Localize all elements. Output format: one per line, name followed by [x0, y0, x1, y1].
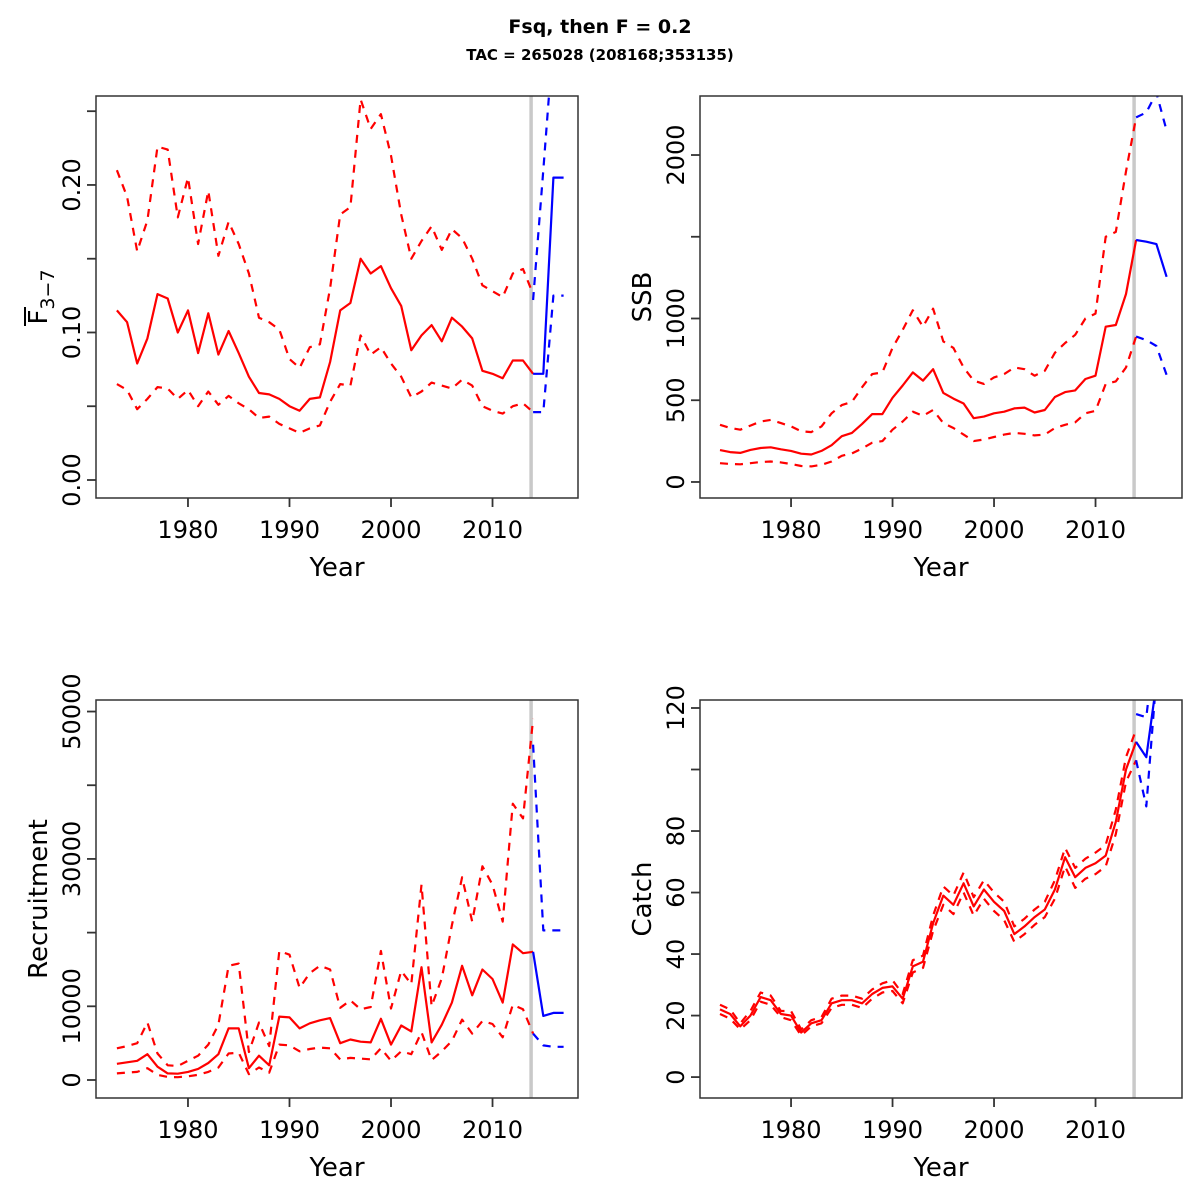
svg-text:SSB: SSB	[628, 272, 658, 323]
fbar-plot-box	[95, 95, 579, 499]
catch-projection-lower-ci-line	[1135, 700, 1156, 808]
recruitment-projection-upper-ci-line	[532, 744, 564, 932]
recruitment-x-tick-label: 1980	[157, 1116, 218, 1144]
catch-x-axis-title: Year	[912, 1153, 968, 1183]
catch-x-tick-label: 2010	[1065, 1116, 1126, 1144]
fbar-y-tick-label: 0.10	[58, 306, 86, 359]
recruitment-y-tick-label: 0	[58, 1072, 86, 1087]
ssb-x-tick-label: 2010	[1065, 516, 1126, 544]
ssb-y-tick-label: 500	[662, 377, 690, 423]
recruitment-lower-ci-line	[116, 1003, 535, 1079]
fbar-y-tick-label: 0.00	[58, 453, 86, 506]
svg-text:F3−7: F3−7	[24, 269, 59, 324]
panel-catch: 1980 1990 2000 2010 0 20 40 60 80 120 Year Catch	[628, 685, 1183, 1183]
svg-text:Recruitment: Recruitment	[24, 819, 54, 979]
catch-y-tick-label: 80	[662, 816, 690, 847]
catch-lower-ci-line	[719, 759, 1138, 1037]
ssb-y-tick-label: 2000	[662, 124, 690, 185]
recruitment-upper-ci-line	[116, 718, 535, 1068]
recruitment-median-line	[116, 943, 534, 1075]
fbar-x-tick-label: 2000	[360, 516, 421, 544]
ssb-y-tick-label: 0	[662, 474, 690, 489]
catch-y-axis-title: Catch	[628, 861, 658, 936]
catch-y-tick-label: 60	[662, 877, 690, 908]
figure-subtitle: TAC = 265028 (208168;353135)	[466, 46, 734, 64]
fbar-x-axis-title: Year	[308, 553, 364, 583]
panel-ssb: 1980 1990 2000 2010 0 500 1000 2000 Year SSB	[628, 95, 1183, 583]
fbar-y-axis-title: F3−7	[24, 269, 59, 326]
recruitment-y-tick-label: 50000	[58, 673, 86, 749]
svg-text:Catch: Catch	[628, 861, 658, 936]
catch-projection-upper-ci-line	[1135, 700, 1150, 719]
recruitment-x-tick-label: 1990	[259, 1116, 320, 1144]
recruitment-y-tick-label: 10000	[58, 968, 86, 1044]
fbar-median-line	[116, 257, 534, 412]
panel-fbar: 1980 1990 2000 2010 0.00 0.10 0.20 Year F3−7	[24, 95, 579, 583]
recruitment-x-tick-label: 2010	[462, 1116, 523, 1144]
catch-plot-box	[699, 699, 1183, 1099]
recruitment-x-tick-label: 2000	[360, 1116, 421, 1144]
catch-x-tick-label: 1980	[761, 1116, 822, 1144]
fbar-x-tick-label: 1990	[259, 516, 320, 544]
ssb-projection-median-line	[1135, 238, 1168, 278]
ssb-projection-lower-ci-line	[1135, 335, 1168, 376]
panel-recruitment: 1980 1990 2000 2010 0 10000 30000 50000 Year Recr…	[24, 673, 579, 1183]
ssb-x-tick-label: 1990	[862, 516, 923, 544]
catch-y-tick-label: 120	[662, 685, 690, 731]
fbar-x-tick-label: 1980	[157, 516, 218, 544]
recruitment-x-axis-title: Year	[308, 1153, 364, 1183]
ssb-x-tick-label: 1980	[761, 516, 822, 544]
ssb-upper-ci-line	[719, 117, 1138, 434]
recruitment-projection-lower-ci-line	[532, 1032, 564, 1048]
recruitment-y-tick-label: 30000	[58, 821, 86, 897]
ssb-y-axis-title: SSB	[628, 272, 658, 323]
catch-y-tick-label: 40	[662, 939, 690, 970]
catch-upper-ci-line	[719, 729, 1138, 1031]
ssb-projection-upper-ci-line	[1135, 96, 1168, 131]
fbar-projection-lower-ci-line	[533, 294, 564, 414]
catch-median-line	[719, 741, 1138, 1034]
fbar-projection-median-line	[533, 176, 564, 375]
ssb-x-tick-label: 2000	[963, 516, 1024, 544]
recruitment-projection-median-line	[532, 951, 564, 1018]
catch-y-tick-label: 0	[662, 1069, 690, 1084]
fbar-x-tick-label: 2010	[462, 516, 523, 544]
ssb-y-tick-label: 1000	[662, 288, 690, 349]
fbar-y-tick-label: 0.20	[58, 158, 86, 211]
ssb-x-axis-title: Year	[912, 553, 968, 583]
ssb-median-line	[719, 239, 1138, 456]
recruitment-plot-box	[95, 699, 579, 1099]
ssb-plot-box	[699, 95, 1183, 499]
recruitment-y-axis-title: Recruitment	[24, 819, 54, 979]
catch-x-tick-label: 2000	[963, 1116, 1024, 1144]
fbar-upper-ci-line	[115, 98, 535, 369]
ssb-lower-ci-line	[719, 336, 1138, 468]
figure-title: Fsq, then F = 0.2	[508, 16, 692, 38]
catch-y-tick-label: 20	[662, 1000, 690, 1031]
catch-projection-median-line	[1135, 700, 1156, 759]
fbar-projection-upper-ci-line	[532, 96, 551, 301]
catch-x-tick-label: 1990	[862, 1116, 923, 1144]
fbar-lower-ci-line	[116, 334, 534, 434]
